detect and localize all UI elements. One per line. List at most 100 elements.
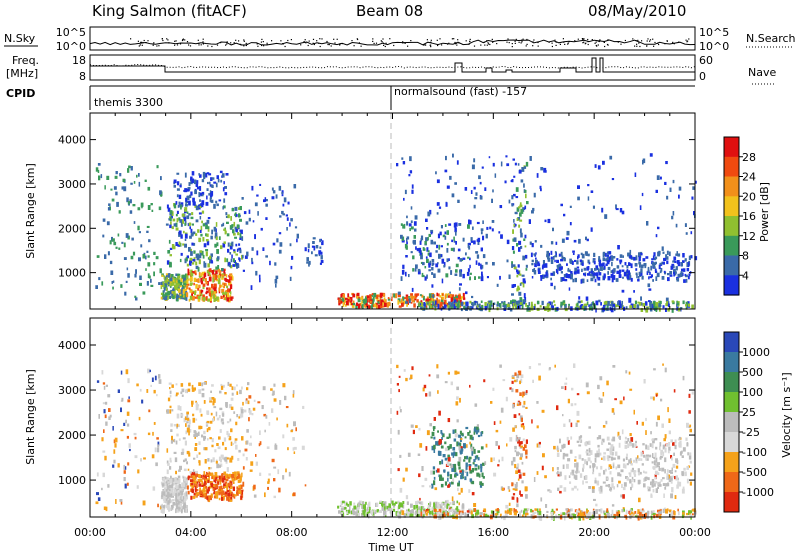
power-data-point [410,293,413,296]
velocity-data-point [175,470,177,475]
power-data-point [399,300,402,304]
power-data-point [469,257,471,261]
velocity-data-point [452,510,456,514]
power-data-point [238,207,241,210]
power-data-point [109,240,112,245]
power-data-point [602,304,606,308]
power-data-point [466,301,469,307]
velocity-data-point [166,448,169,453]
power-data-point [610,256,614,261]
velocity-data-point [113,459,116,464]
velocity-data-point [662,483,666,486]
power-data-point [130,182,133,185]
velocity-data-point [392,505,396,508]
velocity-data-point [614,451,618,456]
nsearch-dot [637,39,639,41]
power-data-point [158,282,161,285]
nsearch-dot [559,43,561,45]
power-data-point [587,253,590,257]
power-data-point [127,201,130,205]
velocity-data-point [442,507,445,511]
power-data-point [654,270,658,273]
power-data-point [535,257,537,260]
velocity-data-point [439,474,442,479]
velocity-data-point [224,447,227,451]
velocity-data-point [474,403,478,407]
power-data-point [551,305,554,309]
nsearch-dot [603,41,605,43]
power-data-point [142,254,145,259]
power-data-point [214,289,216,294]
power-data-point [509,308,513,312]
power-data-point [480,300,483,303]
power-data-point [208,291,212,296]
power-data-point [420,306,423,310]
velocity-data-point [654,474,657,480]
power-data-point [175,242,178,246]
velocity-data-point [464,470,467,473]
nsearch-dot [647,38,649,40]
velocity-data-point [683,467,686,471]
power-data-point [669,187,672,192]
power-data-point [662,261,665,265]
nsearch-dot [186,41,189,43]
power-data-point [411,226,414,230]
velocity-data-point [166,483,169,486]
power-data-point [236,248,239,252]
velocity-data-point [633,459,635,463]
power-data-point [307,243,310,249]
velocity-data-point [671,467,673,472]
velocity-data-point [623,396,625,401]
power-data-point [206,240,210,246]
nsearch-dot [506,41,508,43]
power-data-point [321,240,324,245]
velocity-data-point [141,399,144,404]
velocity-data-point [499,420,502,424]
velocity-data-point [403,369,406,372]
velocity-data-point [186,413,189,418]
power-data-point [671,308,674,313]
velocity-data-point [537,512,540,516]
velocity-data-point [619,400,623,405]
power-data-point [125,280,128,283]
velocity-data-point [469,470,473,474]
velocity-data-point [419,509,422,514]
power-data-point [222,206,224,210]
velocity-data-point [556,472,559,475]
velocity-data-point [178,506,180,511]
velocity-data-point [420,506,424,510]
power-data-point [201,276,205,280]
velocity-data-point [415,501,418,505]
power-data-point [428,269,431,272]
power-data-point [206,233,209,237]
power-data-point [231,224,234,229]
power-data-point [436,212,439,215]
velocity-data-point [235,494,237,497]
power-data-point [223,228,226,231]
velocity-data-point [202,476,205,480]
velocity-data-point [651,438,654,441]
velocity-data-point [205,472,208,476]
nsearch-dot [410,40,412,42]
power-data-point [164,282,167,286]
velocity-data-point [433,480,436,486]
power-data-point [203,243,207,248]
nsearch-dot [441,44,443,46]
power-data-point [540,275,544,278]
velocity-data-point [366,507,369,511]
power-data-point [653,252,656,257]
power-data-point [547,255,550,260]
velocity-data-point [657,486,659,489]
power-data-point [293,184,297,189]
velocity-data-point [253,399,256,402]
power-data-point [467,256,470,259]
power-data-point [584,303,588,307]
power-data-point [469,305,472,311]
velocity-data-point [433,444,436,450]
power-data-point [173,185,176,188]
velocity-data-point [182,506,185,510]
power-data-point [191,242,194,246]
velocity-data-point [465,465,468,470]
velocity-data-point [511,460,514,466]
velocity-data-point [183,500,186,505]
